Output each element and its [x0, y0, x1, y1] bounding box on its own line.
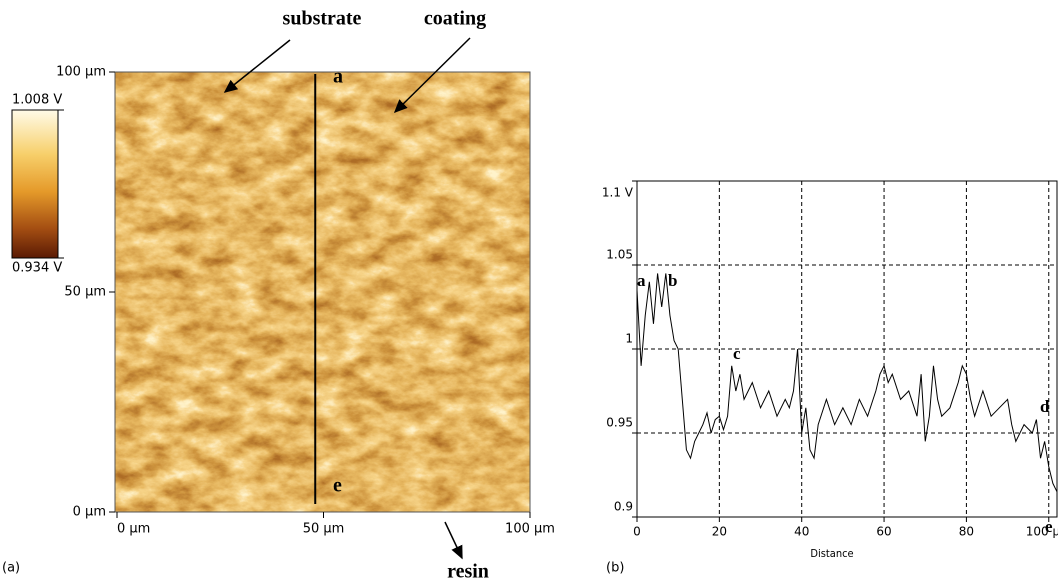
x-tick-label: 40: [794, 525, 809, 539]
afm-image: [115, 72, 530, 512]
profile-line: [636, 273, 1058, 493]
x-axis-label: Distance: [810, 547, 853, 560]
y-tick-label: 0.95: [606, 416, 633, 430]
x-tick-label: 60: [876, 525, 891, 539]
annotation: coating: [424, 8, 486, 30]
x-tick-label: 0: [633, 525, 641, 539]
arrow: [393, 37, 471, 114]
point-label: e: [1045, 517, 1053, 536]
y-tick-label: 1.05: [606, 248, 633, 262]
x-tick-label: 50 µm: [303, 522, 345, 537]
annotation: e: [333, 475, 342, 497]
y-tick-label: 1: [625, 332, 633, 346]
colorbar-label: 0.934 V: [12, 261, 62, 276]
x-tick-label: 0 µm: [117, 522, 150, 537]
y-tick-label: 0.9: [614, 500, 633, 514]
panel-b: 0 20 40 60 80 100 µm 0.9 0.95 1 1.05 1.1 V a b c d e Dis…: [602, 180, 1058, 576]
x-tick-label: 80: [959, 525, 974, 539]
panel-label: (b): [606, 561, 624, 576]
point-label: a: [637, 271, 646, 290]
arrow: [223, 39, 291, 93]
panel-a: 0 µm 50 µm 100 µm 0 µm 50 µm 100 µm 1.008 V 0.9…: [2, 8, 555, 581]
x-tick-label: 20: [712, 525, 727, 539]
y-tick-label: 1.1 V: [602, 186, 634, 200]
x-tick-label: 100 µm: [1026, 525, 1058, 539]
panel-label: (a): [2, 561, 20, 576]
annotation: substrate: [283, 8, 362, 30]
y-tick-label: 100 µm: [56, 65, 106, 80]
colorbar: [11, 109, 59, 259]
annotation: a: [333, 66, 343, 88]
arrow: [444, 521, 463, 560]
y-tick-label: 0 µm: [73, 505, 106, 520]
point-label: b: [668, 271, 677, 290]
point-label: d: [1040, 397, 1050, 416]
y-tick-label: 50 µm: [64, 285, 106, 300]
colorbar-label: 1.008 V: [12, 93, 62, 108]
annotation: resin: [447, 561, 489, 581]
point-label: c: [733, 344, 741, 363]
x-tick-label: 100 µm: [505, 522, 555, 537]
